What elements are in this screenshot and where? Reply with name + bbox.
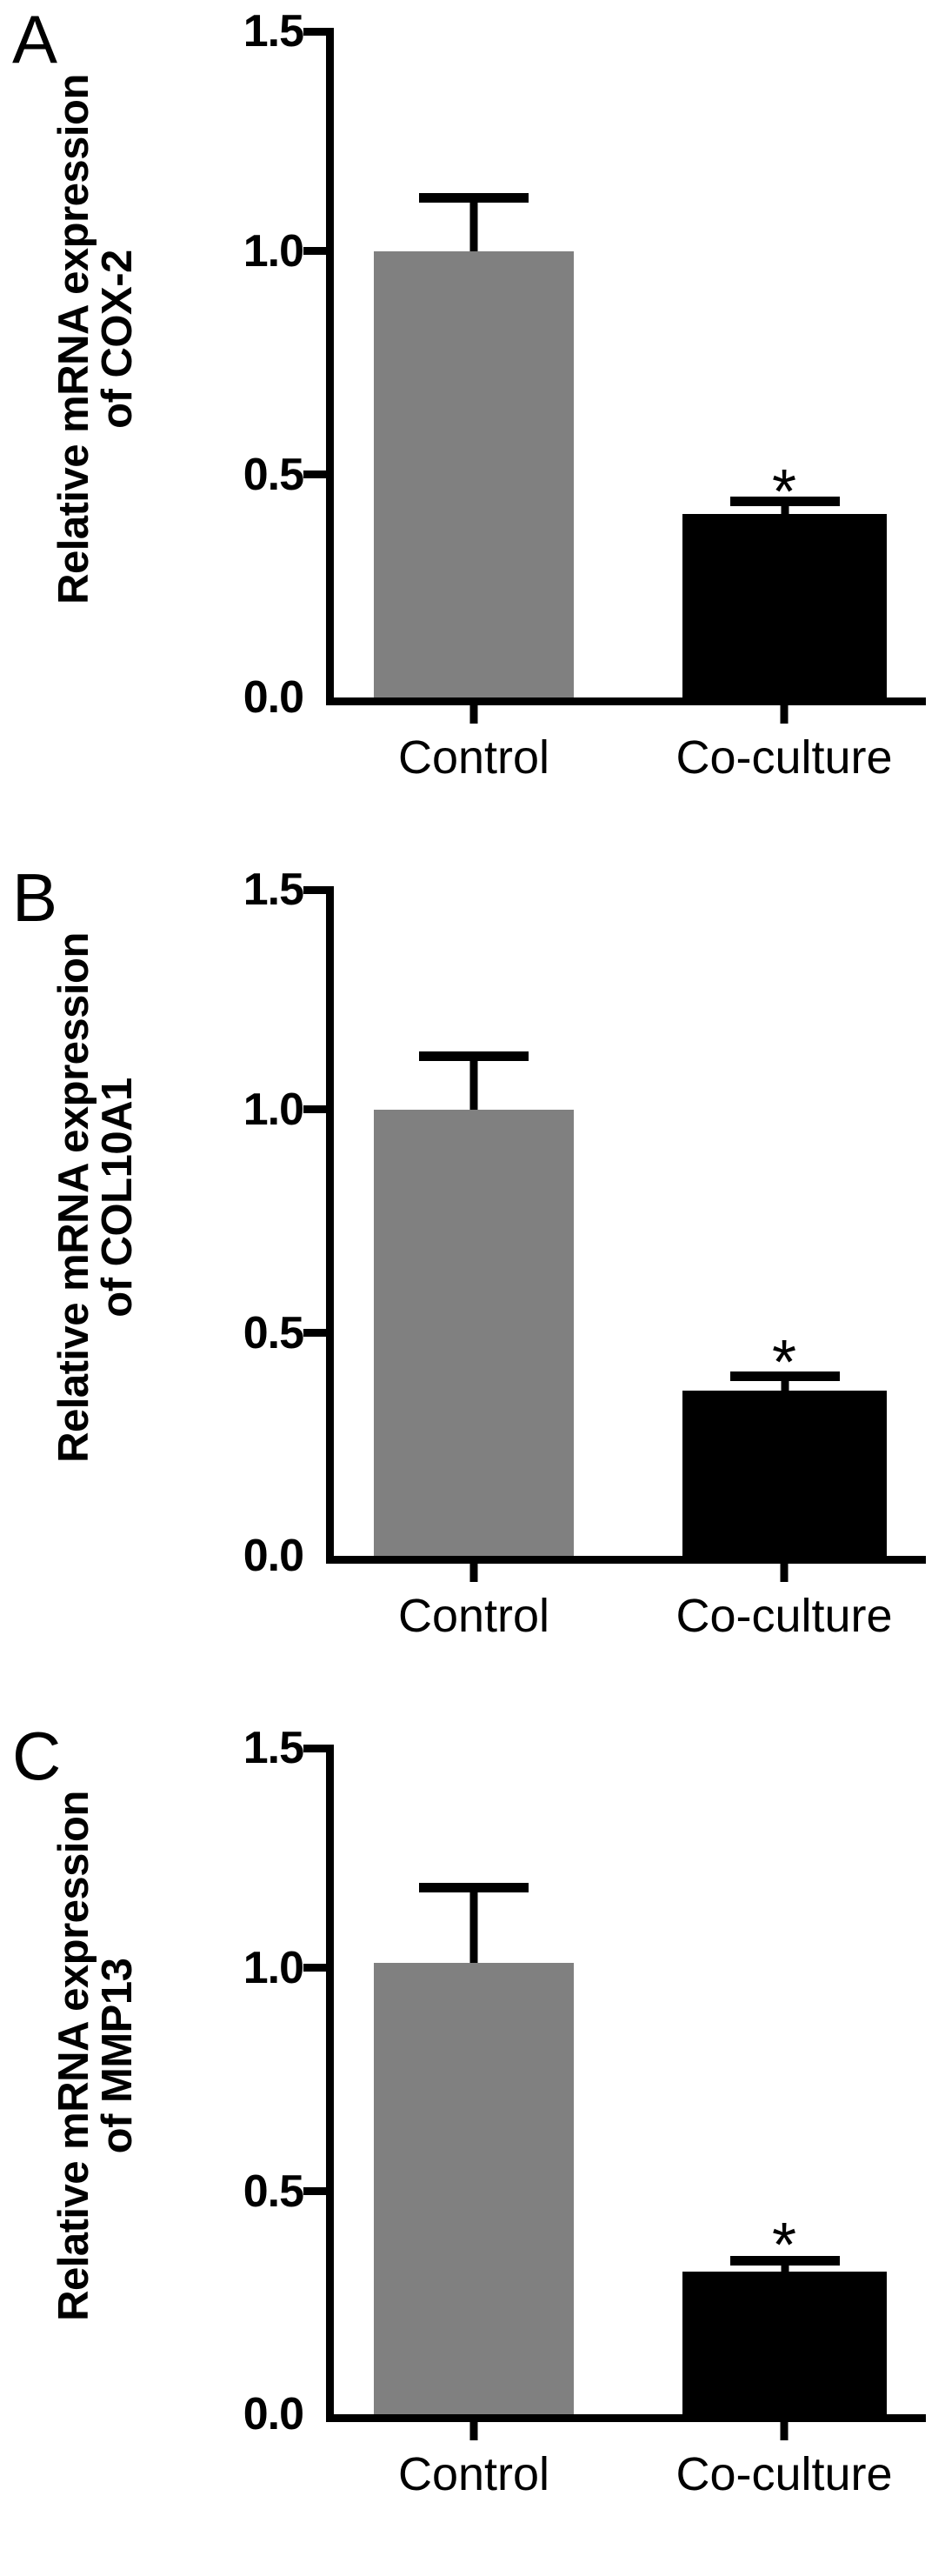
y-tick-label-0.5-b: 0.5 [243, 1308, 304, 1358]
panel-letter-a: A [12, 1, 57, 77]
y-tick-label-0.0-a: 0.0 [243, 672, 304, 723]
significance-star-a: * [771, 457, 797, 527]
error-bar-cap [729, 497, 840, 506]
error-bar-cap [419, 193, 529, 203]
panel-a: A Relative mRNA expression of COX-2 1.5 … [0, 0, 945, 858]
y-axis-title-b: Relative mRNA expression of COL10A1 [44, 928, 149, 1467]
error-bar-co-culture-b [682, 1371, 887, 1391]
x-axis-line-c [326, 2414, 926, 2422]
bar-co-culture-b [682, 1391, 887, 1556]
y-tick-label-0.5-a: 0.5 [243, 450, 304, 500]
error-bar-stem [469, 1051, 478, 1110]
y-tick-0.5-c [303, 2187, 326, 2195]
y-axis-title-line1-a: Relative mRNA expression [50, 74, 98, 604]
bar-control-a [374, 251, 574, 697]
x-tick-label-co-culture-c: Co-culture [675, 2448, 893, 2500]
y-tick-0.5-b [303, 1329, 326, 1337]
y-tick-label-1.5-b: 1.5 [243, 864, 304, 915]
significance-star-b: * [771, 1328, 797, 1398]
y-axis-title-a: Relative mRNA expression of COX-2 [44, 70, 149, 609]
y-axis-title-line2-b: of COL10A1 [94, 1078, 141, 1318]
x-tick-control-a [469, 697, 478, 724]
y-axis-title-line1-c: Relative mRNA expression [50, 1791, 98, 2321]
error-bar-stem [469, 1883, 478, 1963]
plot-area-a: 1.5 1.0 0.5 0.0 * Control Co- [243, 9, 926, 781]
x-tick-label-control-a: Control [397, 731, 550, 784]
panel-b: B Relative mRNA expression of COL10A1 1.… [0, 858, 945, 1717]
bar-co-culture-c [682, 2272, 887, 2414]
y-tick-label-1.5-c: 1.5 [243, 1723, 304, 1773]
bar-control-b [374, 1110, 574, 1556]
y-tick-label-1.0-a: 1.0 [243, 226, 304, 277]
significance-star-c: * [771, 2211, 797, 2280]
y-tick-1.5-a [303, 28, 326, 36]
error-bar-control-c [374, 1883, 574, 1963]
error-bar-stem [781, 1371, 789, 1391]
y-tick-0.5-a [303, 470, 326, 478]
y-axis-title-c: Relative mRNA expression of MMP13 [44, 1786, 149, 2326]
error-bar-cap [729, 1371, 840, 1381]
x-tick-label-co-culture-b: Co-culture [675, 1590, 893, 1642]
error-bar-cap [729, 2256, 840, 2266]
y-tick-label-0.5-c: 0.5 [243, 2166, 304, 2217]
y-tick-1.0-b [303, 1105, 326, 1113]
x-tick-co-culture-b [780, 1556, 789, 1582]
x-tick-label-co-culture-a: Co-culture [675, 731, 893, 784]
x-tick-label-control-c: Control [397, 2448, 550, 2500]
x-tick-control-c [469, 2414, 478, 2440]
y-tick-label-1.0-c: 1.0 [243, 1943, 304, 1993]
y-axis-title-line2-c: of MMP13 [94, 1958, 141, 2154]
bar-control-c [374, 1963, 574, 2414]
error-bar-co-culture-c [682, 2256, 887, 2272]
y-axis-title-line1-b: Relative mRNA expression [50, 932, 98, 1463]
x-tick-co-culture-a [780, 697, 789, 724]
y-tick-1.5-c [303, 1745, 326, 1752]
y-axis-line-a [326, 28, 334, 697]
error-bar-co-culture-a [682, 497, 887, 514]
x-tick-co-culture-c [780, 2414, 789, 2440]
y-tick-label-0.0-b: 0.0 [243, 1531, 304, 1581]
panel-c: C Relative mRNA expression of MMP13 1.5 … [0, 1717, 945, 2575]
plot-area-c: 1.5 1.0 0.5 0.0 * Control Co-culture [243, 1725, 926, 2498]
bar-co-culture-a [682, 514, 887, 697]
y-axis-line-c [326, 1745, 334, 2414]
x-axis-line-b [326, 1556, 926, 1564]
y-tick-label-1.0-b: 1.0 [243, 1084, 304, 1135]
error-bar-control-b [374, 1051, 574, 1110]
error-bar-cap [419, 1883, 529, 1892]
panel-letter-b: B [12, 859, 57, 936]
error-bar-stem [469, 193, 478, 251]
y-tick-label-0.0-c: 0.0 [243, 2389, 304, 2439]
x-tick-control-b [469, 1556, 478, 1582]
x-tick-label-control-b: Control [397, 1590, 550, 1642]
y-tick-label-1.5-a: 1.5 [243, 6, 304, 57]
y-tick-1.0-c [303, 1964, 326, 1972]
error-bar-cap [419, 1051, 529, 1061]
y-tick-1.0-a [303, 247, 326, 255]
plot-area-b: 1.5 1.0 0.5 0.0 * Control Co-culture [243, 867, 926, 1639]
x-axis-line-a [326, 697, 926, 705]
y-tick-1.5-b [303, 886, 326, 894]
y-axis-title-line2-a: of COX-2 [94, 250, 141, 429]
panel-letter-c: C [12, 1718, 61, 1794]
y-axis-line-b [326, 886, 334, 1556]
error-bar-control-a [374, 193, 574, 251]
